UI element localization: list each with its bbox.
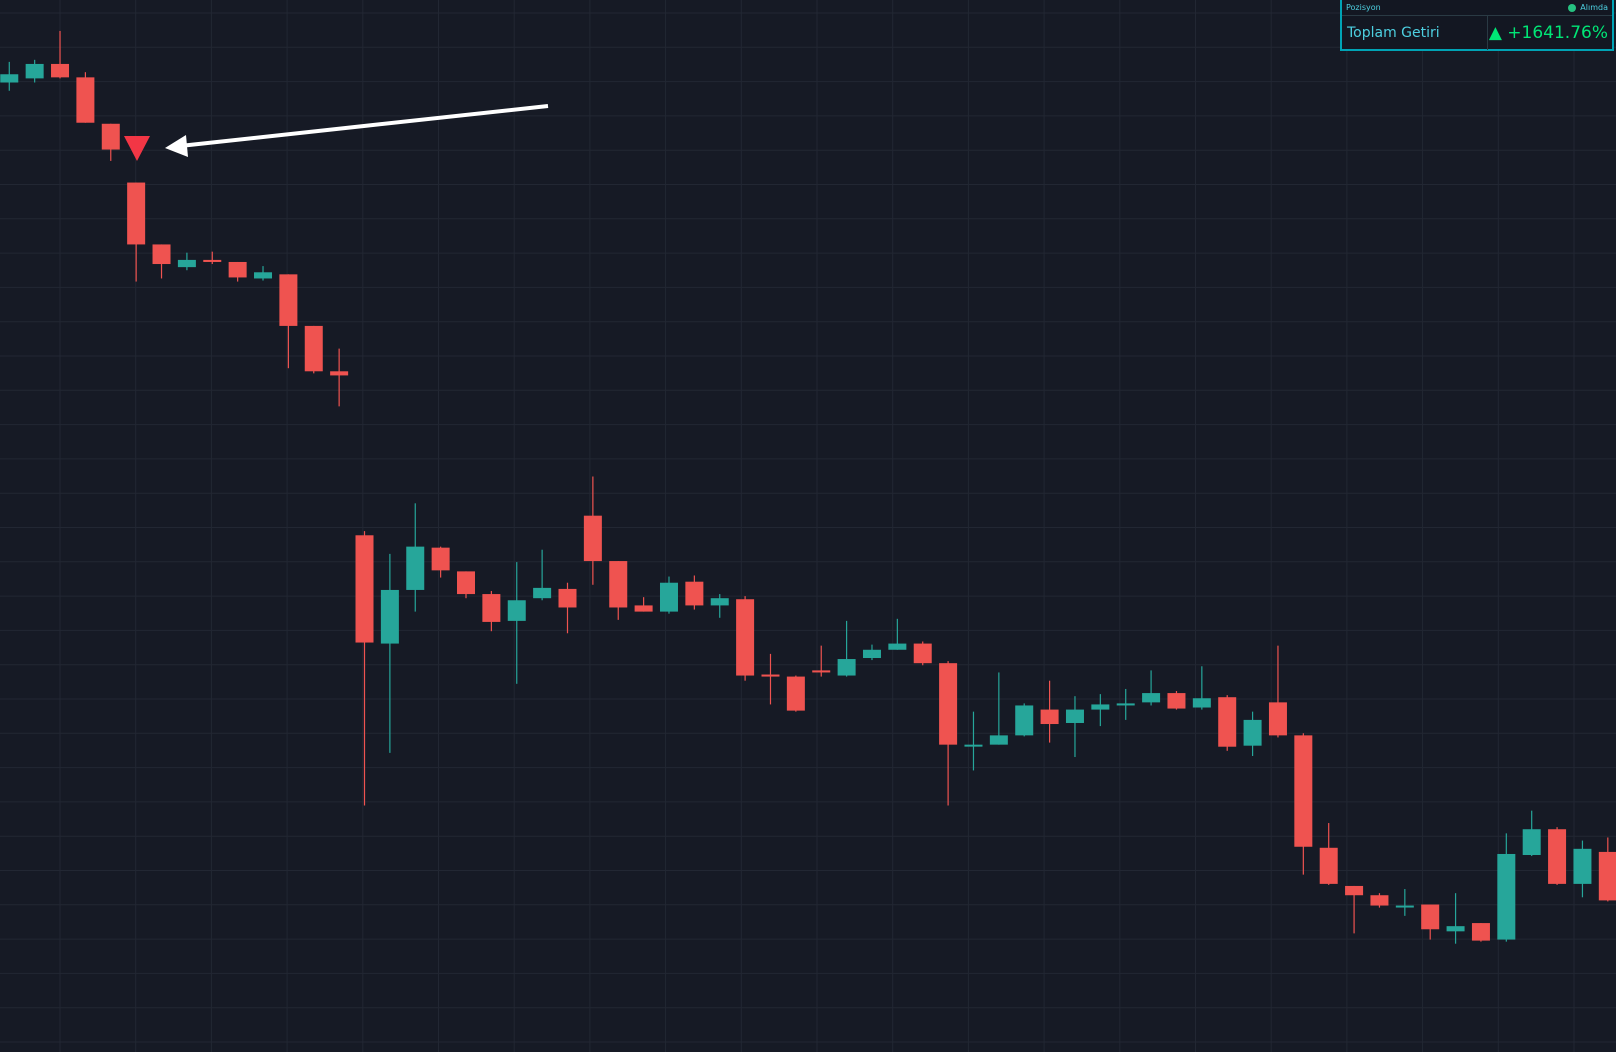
candle-body — [406, 546, 425, 590]
candle-body — [1294, 735, 1313, 847]
candle-body — [279, 274, 298, 326]
candle-body — [51, 63, 70, 78]
candle-body — [127, 182, 146, 245]
candle-body — [862, 649, 881, 659]
candle-body — [304, 325, 323, 372]
status: Alımda — [1568, 3, 1608, 12]
total-return: +1641.76% — [1507, 23, 1608, 43]
candle-body — [1167, 693, 1186, 709]
candle-body — [1040, 709, 1059, 725]
panel-header: Pozisyon Alımda — [1342, 0, 1612, 16]
candle-body — [1446, 926, 1465, 932]
arrow-line — [179, 104, 549, 148]
candle-body — [1065, 709, 1084, 723]
candle-body — [659, 582, 678, 612]
candle-body — [964, 744, 983, 747]
candle-body — [1548, 829, 1567, 884]
candle-body — [203, 259, 222, 262]
candle-body — [710, 598, 729, 606]
candle-body — [1573, 848, 1592, 884]
candle-body — [355, 535, 374, 643]
candle-body — [1268, 702, 1287, 736]
candle-body — [177, 259, 196, 268]
candle-body — [812, 670, 831, 673]
candle-body — [101, 123, 120, 150]
candle-body — [837, 659, 856, 676]
candle-body — [25, 63, 44, 79]
candles — [0, 30, 1616, 944]
candle-body — [634, 605, 653, 612]
candle-body — [1598, 851, 1616, 901]
stats-panel: Pozisyon Alımda Toplam Getiri ▲ +1641.76… — [1340, 0, 1614, 51]
candle-body — [685, 581, 704, 606]
candle-body — [507, 600, 526, 621]
candle-body — [1218, 697, 1237, 747]
candle-body — [152, 244, 171, 265]
candle-body — [431, 547, 450, 571]
candle-body — [457, 571, 476, 595]
candle-body — [1319, 847, 1338, 884]
candle-body — [1015, 705, 1034, 736]
candle-body — [558, 588, 577, 608]
candle-body — [533, 587, 552, 599]
candle-body — [0, 74, 19, 83]
candle-body — [736, 599, 755, 676]
candle-body — [989, 735, 1008, 745]
panel-title: Pozisyon — [1346, 3, 1381, 12]
candle-body — [1370, 895, 1389, 906]
status-text: Alımda — [1580, 3, 1608, 12]
panel-row: Toplam Getiri ▲ +1641.76% — [1342, 16, 1612, 50]
candle-body — [1116, 703, 1135, 706]
candle-body — [609, 561, 628, 608]
candle-body — [76, 77, 95, 123]
candle-body — [583, 515, 602, 562]
status-dot — [1568, 3, 1577, 12]
candle-body — [1421, 904, 1440, 930]
candle-body — [761, 674, 780, 677]
candle-body — [228, 261, 247, 278]
sell-signal — [124, 136, 150, 161]
row-value: ▲ +1641.76% — [1488, 23, 1612, 43]
arrow-head — [165, 135, 188, 157]
up-arrow: ▲ — [1488, 23, 1508, 43]
candle-body — [330, 371, 349, 376]
candle-body — [1497, 853, 1516, 940]
candle-body — [1192, 698, 1211, 708]
candle-body — [786, 676, 805, 711]
candle-body — [888, 643, 907, 650]
candle-body — [939, 663, 958, 745]
candle-body — [1395, 905, 1414, 908]
row-label: Toplam Getiri — [1342, 16, 1488, 50]
candle-body — [913, 643, 932, 664]
candle-body — [1471, 923, 1490, 941]
candle-body — [1522, 829, 1541, 856]
candle-body — [380, 589, 399, 644]
candle-body — [1142, 693, 1161, 703]
candle-body — [1091, 704, 1110, 710]
candle-body — [1243, 719, 1262, 746]
candle-body — [482, 594, 501, 622]
candle-body — [254, 272, 273, 279]
candle-body — [1345, 885, 1364, 896]
